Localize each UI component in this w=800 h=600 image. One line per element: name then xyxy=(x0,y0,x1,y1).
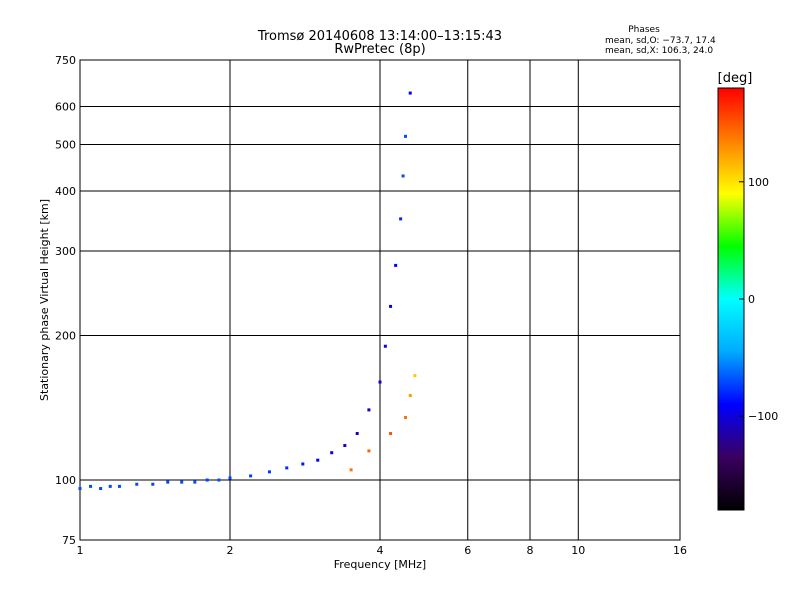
x-tick-label: 6 xyxy=(464,544,471,557)
data-point-o xyxy=(205,478,209,482)
data-point-o xyxy=(228,476,232,480)
x-tick-label: 8 xyxy=(527,544,534,557)
data-point-o xyxy=(267,470,271,474)
data-point-o xyxy=(355,432,359,436)
data-point-x xyxy=(389,432,393,436)
y-tick-label: 100 xyxy=(55,474,76,487)
y-tick-label: 200 xyxy=(55,330,76,343)
data-point-o xyxy=(394,263,398,267)
data-point-o xyxy=(249,474,253,478)
data-point-o xyxy=(193,480,197,484)
y-axis-label: Stationary phase Virtual Height [km] xyxy=(38,199,51,401)
data-point-o xyxy=(399,217,403,221)
data-point-o xyxy=(108,484,112,488)
x-tick-label: 10 xyxy=(571,544,585,557)
x-axis-label: Frequency [MHz] xyxy=(334,558,426,571)
x-tick-label: 2 xyxy=(227,544,234,557)
data-point-o xyxy=(383,344,387,348)
grid-lines xyxy=(80,60,680,540)
data-point-o xyxy=(78,487,82,491)
y-tick-label: 500 xyxy=(55,139,76,152)
y-tick-label: 400 xyxy=(55,185,76,198)
data-point-o xyxy=(408,91,412,95)
colorbar-tick-label: 0 xyxy=(748,293,755,306)
data-point-o xyxy=(135,482,139,486)
chart-subtitle: RwPretec (8p) xyxy=(334,42,425,57)
data-point-o xyxy=(180,480,184,484)
colorbar-tick-label: 100 xyxy=(748,176,769,189)
colorbar-ticks: 100 0 −100 xyxy=(739,176,778,423)
x-axis-ticks: 1 2 4 6 8 10 16 xyxy=(77,544,688,557)
y-tick-label: 750 xyxy=(55,54,76,67)
data-point-o xyxy=(401,174,405,178)
data-point-o xyxy=(367,408,371,412)
data-point-o xyxy=(99,487,103,491)
phases-title: Phases xyxy=(628,25,660,35)
colorbar-tick-label: −100 xyxy=(748,410,778,423)
data-point-o xyxy=(89,484,93,488)
x-tick-label: 4 xyxy=(377,544,384,557)
data-point-o xyxy=(343,444,347,448)
data-point-o xyxy=(166,480,170,484)
colorbar-label: [deg] xyxy=(718,71,753,86)
data-point-o xyxy=(285,466,289,470)
data-point-o xyxy=(316,458,320,462)
data-point-o xyxy=(378,380,382,384)
data-point-x xyxy=(408,394,412,398)
data-point-o xyxy=(217,478,221,482)
phases-line2: mean, sd,X: 106.3, 24.0 xyxy=(605,46,713,56)
data-point-x xyxy=(403,415,407,419)
y-tick-label: 75 xyxy=(62,534,76,547)
x-tick-label: 1 xyxy=(77,544,84,557)
data-point-o xyxy=(151,482,155,486)
y-tick-label: 600 xyxy=(55,101,76,114)
data-point-o xyxy=(301,462,305,466)
data-point-o xyxy=(117,484,121,488)
data-point-o xyxy=(389,304,393,308)
phases-line1: mean, sd,O: −73.7, 17.4 xyxy=(605,36,716,46)
y-axis-ticks: 75 100 200 300 400 500 600 750 xyxy=(55,54,76,547)
data-point-o xyxy=(403,134,407,138)
data-point-o xyxy=(330,451,334,455)
data-point-x xyxy=(349,468,353,472)
data-point-x xyxy=(413,374,417,378)
data-point-x xyxy=(367,449,371,453)
y-tick-label: 300 xyxy=(55,245,76,258)
chart-title: Tromsø 20140608 13:14:00–13:15:43 xyxy=(257,29,502,44)
data-points xyxy=(78,91,417,491)
x-tick-label: 16 xyxy=(673,544,687,557)
